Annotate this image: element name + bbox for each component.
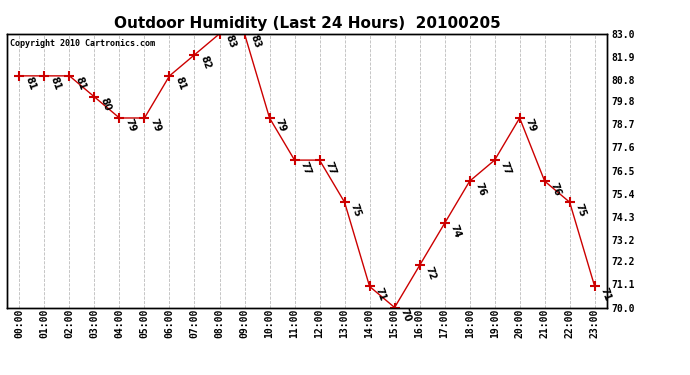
Text: 81: 81 bbox=[48, 75, 63, 92]
Text: 72: 72 bbox=[424, 265, 437, 281]
Text: 79: 79 bbox=[524, 118, 538, 134]
Text: 75: 75 bbox=[348, 202, 363, 218]
Text: 79: 79 bbox=[124, 118, 137, 134]
Text: 80: 80 bbox=[99, 97, 112, 113]
Text: 81: 81 bbox=[74, 75, 88, 92]
Text: 77: 77 bbox=[299, 160, 313, 176]
Title: Outdoor Humidity (Last 24 Hours)  20100205: Outdoor Humidity (Last 24 Hours) 2010020… bbox=[114, 16, 500, 31]
Text: 77: 77 bbox=[324, 160, 337, 176]
Text: 81: 81 bbox=[174, 75, 188, 92]
Text: 79: 79 bbox=[274, 118, 288, 134]
Text: 83: 83 bbox=[248, 33, 263, 50]
Text: 76: 76 bbox=[474, 181, 488, 197]
Text: 79: 79 bbox=[148, 118, 163, 134]
Text: 77: 77 bbox=[499, 160, 513, 176]
Text: 81: 81 bbox=[23, 75, 38, 92]
Text: 83: 83 bbox=[224, 33, 238, 50]
Text: 70: 70 bbox=[399, 307, 413, 323]
Text: 82: 82 bbox=[199, 54, 213, 71]
Text: 71: 71 bbox=[599, 286, 613, 302]
Text: 76: 76 bbox=[549, 181, 563, 197]
Text: 75: 75 bbox=[574, 202, 588, 218]
Text: Copyright 2010 Cartronics.com: Copyright 2010 Cartronics.com bbox=[10, 39, 155, 48]
Text: 74: 74 bbox=[448, 223, 463, 239]
Text: 71: 71 bbox=[374, 286, 388, 302]
